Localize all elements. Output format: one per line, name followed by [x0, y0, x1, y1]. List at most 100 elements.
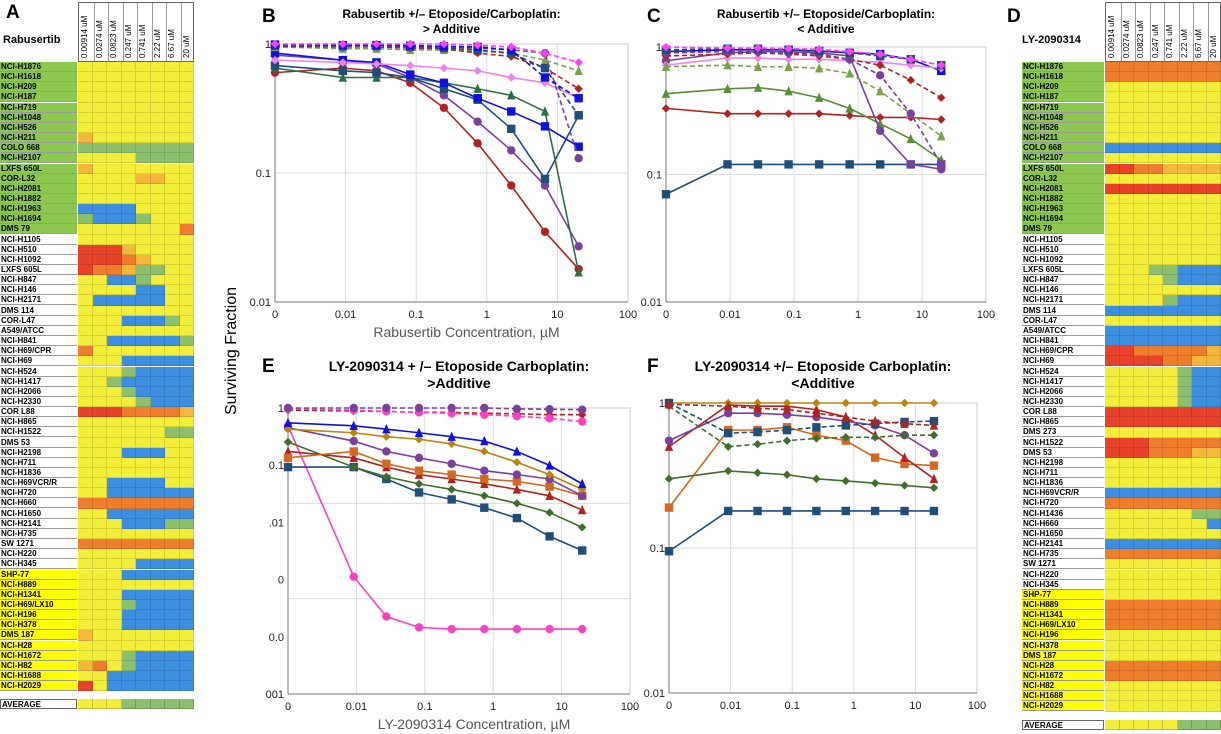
- heatmap-cell: [1119, 386, 1134, 397]
- heatmap-cell: [1177, 153, 1192, 164]
- data-point: [906, 160, 915, 169]
- y-tick-label: 1: [659, 398, 665, 410]
- heatmap-cell: [136, 396, 151, 408]
- heatmap-cell: [150, 82, 165, 93]
- cell-line-label: NCI-H2330: [1022, 396, 1104, 407]
- heatmap-cell: [121, 549, 136, 560]
- heatmap-cell: [78, 183, 93, 194]
- series-path: [274, 54, 580, 247]
- data-point: [270, 62, 280, 73]
- heatmap-cell: [1206, 346, 1221, 357]
- heatmap-cell: [1119, 72, 1134, 83]
- heatmap-cell: [1163, 356, 1178, 367]
- heatmap-cell: [179, 234, 194, 245]
- heatmap-cell: [1134, 285, 1149, 296]
- data-point: [574, 111, 583, 120]
- heatmap-cell: [1148, 275, 1163, 286]
- heatmap-cell: [92, 173, 107, 184]
- heatmap-cell: [150, 112, 165, 123]
- heatmap-cell: [78, 640, 93, 651]
- heatmap-cell: [150, 234, 165, 245]
- heatmap-cell: [92, 528, 107, 540]
- data-point: [784, 109, 793, 118]
- heatmap-cell: [150, 244, 165, 255]
- series-path: [665, 86, 942, 161]
- heatmap-cell: [1119, 356, 1134, 367]
- heatmap-cell: [121, 396, 136, 408]
- heatmap-cell: [1163, 508, 1178, 519]
- heatmap-cell: [1119, 224, 1134, 235]
- heatmap-cell: [121, 468, 136, 479]
- heatmap-cell: [150, 437, 165, 448]
- cell-line-label: NCI-H1092: [0, 254, 77, 265]
- cell-line-label: NCI-H378: [0, 620, 77, 631]
- data-point: [937, 115, 946, 124]
- heatmap-cell: [165, 193, 180, 205]
- heatmap-cell: [165, 539, 180, 550]
- heatmap-cell: [179, 72, 194, 83]
- heatmap-cell: [1163, 336, 1178, 347]
- heatmap-cell: [78, 173, 93, 184]
- heatmap-cell: [1119, 610, 1134, 621]
- data-point: [723, 59, 732, 70]
- data-point: [814, 92, 824, 102]
- heatmap-cell: [179, 204, 194, 215]
- series-path: [274, 44, 580, 159]
- heatmap-cell: [121, 72, 136, 83]
- heatmap-cell: [1192, 346, 1207, 357]
- data-point: [753, 61, 763, 71]
- heatmap-cell: [1206, 325, 1221, 337]
- heatmap-cell: [92, 102, 107, 113]
- heatmap-cell: [1119, 681, 1134, 692]
- heatmap-cell: [107, 599, 122, 611]
- heatmap-cell: [179, 183, 194, 194]
- heatmap-cell: [1134, 275, 1149, 286]
- heatmap-cell: [1148, 102, 1163, 113]
- heatmap-cell: [1163, 468, 1178, 479]
- heatmap-cell: [179, 559, 194, 570]
- heatmap-cell: [1177, 346, 1192, 357]
- heatmap-cell: [121, 102, 136, 113]
- heatmap-cell: [165, 204, 180, 215]
- heatmap-cell: [165, 122, 180, 134]
- heatmap-cell: [1119, 630, 1134, 641]
- average-label: AVERAGE: [1022, 719, 1104, 730]
- heatmap-cell: [1163, 498, 1178, 509]
- heatmap-cell: [1177, 559, 1192, 570]
- data-point: [753, 47, 763, 56]
- heatmap-cell: [1119, 204, 1134, 215]
- data-point: [338, 42, 348, 52]
- heatmap-cell: [1163, 386, 1178, 397]
- cell-line-label: NCI-H187: [0, 92, 77, 103]
- data-point: [480, 403, 489, 413]
- series-path: [274, 52, 580, 148]
- heatmap-cell: [92, 376, 107, 387]
- heatmap-cell: [1148, 528, 1163, 540]
- series-path: [288, 466, 583, 552]
- heatmap-cell: [1148, 285, 1163, 296]
- heatmap-cell: [1177, 589, 1192, 600]
- series-line: [661, 48, 946, 102]
- cell-line-label: NCI-H1876: [0, 62, 77, 72]
- heatmap-cell: [165, 549, 180, 560]
- heatmap-cell: [165, 153, 180, 164]
- heatmap-cell: [1105, 427, 1120, 438]
- data-point: [349, 572, 358, 581]
- heatmap-cell: [165, 265, 180, 276]
- heatmap-cell: [1105, 579, 1120, 590]
- heatmap-cell: [1163, 549, 1178, 560]
- heatmap-cell: [1206, 72, 1221, 83]
- cell-line-label: NCI-H526: [1022, 122, 1104, 133]
- heatmap-cell: [107, 539, 122, 550]
- heatmap-cell: [1134, 336, 1149, 347]
- cell-line-label: NCI-H69/CPR: [0, 346, 77, 357]
- heatmap-cell: [1105, 539, 1120, 550]
- heatmap-cell: [1163, 518, 1178, 529]
- heatmap-cell: [1119, 701, 1134, 712]
- series-line: [661, 53, 946, 73]
- heatmap-cell: [1134, 478, 1149, 489]
- heatmap-cell: [1105, 265, 1120, 276]
- average-cell: [121, 699, 136, 710]
- cell-line-label: NCI-H82: [0, 660, 77, 671]
- data-point: [845, 68, 854, 78]
